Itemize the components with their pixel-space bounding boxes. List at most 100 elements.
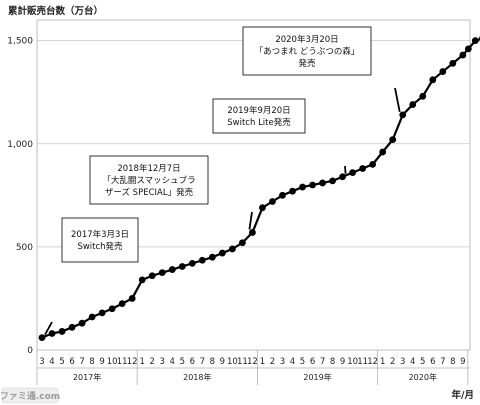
- data-point: [118, 300, 126, 307]
- callout-text: 2019年9月20日: [227, 105, 290, 116]
- x-tick-label: 3: [400, 357, 405, 367]
- x-tick-label: 8: [330, 357, 335, 367]
- x-tick-label: 1: [139, 357, 144, 367]
- x-tick-label: 1: [260, 357, 265, 367]
- data-point: [249, 229, 256, 236]
- callout-box: [212, 98, 306, 134]
- x-tick-label: 4: [410, 357, 415, 367]
- data-point: [419, 92, 427, 100]
- data-point: [464, 45, 472, 53]
- x-tick-label: 5: [180, 357, 185, 367]
- x-tick-label: 7: [200, 357, 205, 367]
- x-tick-label: 6: [190, 357, 195, 367]
- x-tick-label: 3: [160, 357, 165, 367]
- data-point: [329, 177, 336, 185]
- data-point: [78, 319, 86, 327]
- x-tick-label: 7: [79, 357, 84, 367]
- data-point: [239, 239, 246, 247]
- data-point: [178, 263, 186, 270]
- x-tick-label: 2: [390, 357, 395, 367]
- callout-box: [61, 217, 139, 263]
- x-tick-label: 9: [220, 357, 225, 367]
- x-tick-label: 11: [237, 357, 248, 367]
- data-point: [369, 160, 377, 168]
- callout-box: [242, 26, 372, 76]
- x-tick-label: 8: [210, 357, 215, 367]
- watermark-text: ファミ通.com: [0, 390, 60, 402]
- data-point: [38, 334, 46, 342]
- data-point: [188, 259, 196, 267]
- data-point: [198, 256, 206, 264]
- y-tick-label: 0: [27, 346, 33, 356]
- data-point: [58, 328, 66, 335]
- x-tick-label: 3: [280, 357, 285, 367]
- callout-arrow: [248, 211, 253, 230]
- data-point: [409, 101, 417, 108]
- data-point: [299, 183, 306, 191]
- data-point: [471, 37, 479, 45]
- watermark-badge: [1, 387, 59, 404]
- x-tick-label: 9: [99, 357, 104, 367]
- data-point: [48, 330, 56, 337]
- data-point: [138, 276, 146, 284]
- x-tick-label: 6: [430, 357, 435, 367]
- data-point: [429, 76, 437, 84]
- plot-area: [36, 19, 471, 351]
- x-tick-label: 11: [117, 357, 128, 367]
- series-line-tail: [462, 38, 480, 56]
- data-point: [68, 323, 76, 331]
- year-label: 2018年: [183, 372, 211, 382]
- data-point: [98, 309, 106, 317]
- data-point: [359, 165, 367, 172]
- year-label: 2017年: [73, 372, 101, 382]
- year-label: 2019年: [303, 372, 331, 382]
- data-point: [379, 148, 387, 156]
- callout-box: [89, 155, 209, 205]
- year-label: 2020年: [409, 372, 437, 382]
- data-point: [449, 59, 457, 67]
- x-tick-label: 8: [450, 357, 455, 367]
- data-point: [319, 179, 326, 187]
- chart-title: 累計販売台数（万台）: [8, 6, 104, 17]
- callout-arrow: [394, 87, 401, 113]
- callout-text: Switch発売: [77, 241, 123, 252]
- data-point: [349, 169, 357, 177]
- x-tick-label: 8: [89, 357, 94, 367]
- x-tick-label: 7: [440, 357, 445, 367]
- y-tick-label: 1,500: [7, 37, 33, 47]
- x-tick-label: 1: [380, 357, 385, 367]
- x-tick-label: 6: [69, 357, 74, 367]
- callout-text: 「大乱闘スマッシュブラ: [102, 175, 195, 186]
- data-point: [279, 191, 286, 199]
- callout-text: 2020年3月20日: [275, 34, 338, 45]
- data-point: [158, 269, 166, 277]
- x-axis-unit-label: 年/月: [452, 389, 474, 401]
- x-tick-label: 2: [150, 357, 155, 367]
- x-tick-label: 10: [347, 357, 358, 367]
- x-tick-label: 12: [367, 357, 378, 367]
- data-point: [88, 313, 96, 321]
- callout-text: 発売: [298, 58, 316, 69]
- data-point: [389, 136, 397, 144]
- x-tick-label: 10: [107, 357, 118, 367]
- data-point: [128, 295, 136, 302]
- series-layer: [38, 36, 480, 342]
- x-tick-label: 5: [420, 357, 425, 367]
- x-tick-label: 12: [247, 357, 258, 367]
- y-tick-label: 1,000: [7, 140, 33, 150]
- callout-text: 「あつまれ どうぶつの森」: [255, 46, 360, 57]
- x-tick-label: 4: [49, 357, 54, 367]
- callout-text: Switch Lite発売: [227, 117, 291, 128]
- data-point: [228, 245, 236, 253]
- watermark: ファミ通.com: [0, 387, 60, 404]
- x-tick-label: 7: [320, 357, 325, 367]
- data-point: [439, 68, 447, 75]
- data-point: [148, 272, 156, 280]
- callout-text: 2017年3月3日: [71, 229, 129, 240]
- x-tick-label: 3: [39, 357, 44, 367]
